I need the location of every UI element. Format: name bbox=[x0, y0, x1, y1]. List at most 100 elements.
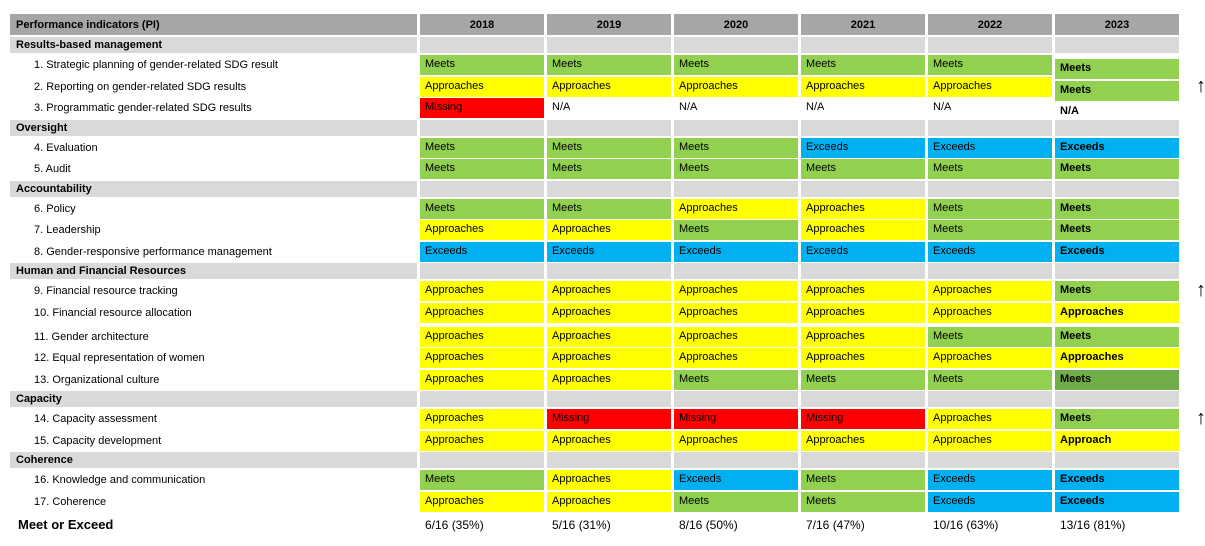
status-cell-2019: Exceeds bbox=[547, 241, 671, 262]
summary-row: Meet or Exceed 6/16 (35%) 5/16 (31%) 8/16 … bbox=[10, 514, 1179, 536]
section-title: Accountability bbox=[10, 180, 417, 197]
status-cell-2018: Approaches bbox=[420, 302, 544, 323]
status-cell-2020: Meets bbox=[674, 137, 798, 158]
summary-value: 8/16 (50%) bbox=[679, 517, 738, 532]
status-cell-2022: Meets bbox=[928, 220, 1052, 240]
status-cell-2022: Approaches bbox=[928, 281, 1052, 301]
section-row: Accountability bbox=[10, 180, 1179, 197]
status-cell-2019: Meets bbox=[547, 137, 671, 158]
indicator-row: 13. Organizational culture Approaches Appr… bbox=[10, 369, 1179, 390]
section-cell bbox=[1055, 391, 1179, 407]
status-cell-2018: Approaches bbox=[420, 220, 544, 240]
indicator-label: 10. Financial resource allocation bbox=[34, 306, 192, 319]
section-cell bbox=[547, 119, 671, 136]
section-row: Coherence bbox=[10, 452, 1179, 468]
status-cell-2021: N/A bbox=[801, 98, 925, 118]
status-cell-2023: Meets bbox=[1055, 220, 1179, 240]
status-cell-2019: Approaches bbox=[547, 369, 671, 390]
status-cell-2019: Approaches bbox=[547, 430, 671, 451]
status-cell-2023: Exceeds bbox=[1055, 470, 1179, 490]
status-cell-2023: Exceeds bbox=[1055, 241, 1179, 262]
indicator-label: 7. Leadership bbox=[34, 224, 101, 236]
section-row: Results-based management bbox=[10, 37, 1179, 53]
indicator-row: 8. Gender-responsive performance managem… bbox=[10, 241, 1179, 262]
status-cell-2020: Approaches bbox=[674, 76, 798, 97]
indicator-label: 6. Policy bbox=[34, 202, 76, 215]
indicator-label: 11. Gender architecture bbox=[34, 330, 149, 343]
up-arrow-icon: ↑ bbox=[1196, 279, 1205, 301]
status-cell-2021: Approaches bbox=[801, 302, 925, 323]
section-cell bbox=[928, 119, 1052, 136]
indicator-label: 1. Strategic planning of gender-related … bbox=[34, 59, 278, 71]
indicator-label: 8. Gender-responsive performance managem… bbox=[34, 245, 272, 258]
table-body: Results-based management 1. Strategic pla… bbox=[10, 37, 1205, 512]
indicator-row: 6. Policy Meets Meets Approaches Approaches M… bbox=[10, 198, 1179, 219]
status-cell-2018: Exceeds bbox=[420, 241, 544, 262]
indicator-row: 15. Capacity development Approaches Approa… bbox=[10, 430, 1179, 451]
indicator-row: 2. Reporting on gender-related SDG resul… bbox=[10, 76, 1205, 101]
status-cell-2022: Approaches bbox=[928, 302, 1052, 323]
year-header: 2019 bbox=[547, 14, 671, 35]
status-cell-2023: N/A bbox=[1055, 102, 1179, 122]
status-cell-2021: Approaches bbox=[801, 220, 925, 240]
status-cell-2023: Approaches bbox=[1055, 348, 1179, 368]
section-cell bbox=[928, 391, 1052, 407]
status-cell-2022: Approaches bbox=[928, 76, 1052, 97]
up-arrow-icon: ↑ bbox=[1196, 407, 1205, 429]
status-cell-2018: Approaches bbox=[420, 430, 544, 451]
indicator-row: 17. Coherence Approaches Approaches Meets Me… bbox=[10, 491, 1179, 512]
year-header: 2020 bbox=[674, 14, 798, 35]
status-cell-2020: Approaches bbox=[674, 198, 798, 219]
status-cell-2023: Meets bbox=[1055, 326, 1179, 347]
indicator-label: 2. Reporting on gender-related SDG resul… bbox=[34, 80, 247, 93]
section-cell bbox=[1055, 263, 1179, 279]
status-cell-2022: Meets bbox=[928, 159, 1052, 179]
indicator-label: 15. Capacity development bbox=[34, 434, 162, 447]
section-cell bbox=[420, 391, 544, 407]
status-cell-2018: Meets bbox=[420, 137, 544, 158]
section-cell bbox=[801, 37, 925, 53]
indicator-row: 11. Gender architecture Approaches Approac… bbox=[10, 326, 1179, 347]
section-title: Oversight bbox=[10, 119, 417, 136]
section-cell bbox=[674, 391, 798, 407]
status-cell-2023: Meets bbox=[1055, 80, 1179, 101]
status-cell-2021: Meets bbox=[801, 470, 925, 490]
indicator-row: 14. Capacity assessment Approaches Missing… bbox=[10, 408, 1205, 429]
status-cell-2023: Approach bbox=[1055, 430, 1179, 451]
status-cell-2018: Missing bbox=[420, 98, 544, 118]
status-cell-2022: Meets bbox=[928, 326, 1052, 347]
section-cell bbox=[547, 391, 671, 407]
status-cell-2020: Approaches bbox=[674, 281, 798, 301]
indicator-row: 1. Strategic planning of gender-related … bbox=[10, 55, 1179, 79]
status-cell-2021: Exceeds bbox=[801, 137, 925, 158]
status-cell-2018: Approaches bbox=[420, 491, 544, 512]
section-title: Human and Financial Resources bbox=[10, 263, 417, 279]
status-cell-2018: Meets bbox=[420, 198, 544, 219]
section-cell bbox=[547, 180, 671, 197]
status-cell-2018: Meets bbox=[420, 159, 544, 179]
section-cell bbox=[674, 180, 798, 197]
status-cell-2022: Approaches bbox=[928, 409, 1052, 429]
status-cell-2023: Approaches bbox=[1055, 302, 1179, 323]
status-cell-2020: Approaches bbox=[674, 302, 798, 323]
status-cell-2018: Approaches bbox=[420, 76, 544, 97]
indicator-row: 9. Financial resource tracking Approaches… bbox=[10, 280, 1205, 301]
status-cell-2020: Approaches bbox=[674, 430, 798, 451]
status-cell-2018: Approaches bbox=[420, 369, 544, 390]
section-cell bbox=[801, 119, 925, 136]
status-cell-2019: Approaches bbox=[547, 76, 671, 97]
section-cell bbox=[420, 180, 544, 197]
indicator-label: 13. Organizational culture bbox=[34, 373, 160, 386]
status-cell-2021: Meets bbox=[801, 491, 925, 512]
status-cell-2018: Meets bbox=[420, 470, 544, 490]
section-cell bbox=[674, 263, 798, 279]
section-row: Human and Financial Resources bbox=[10, 263, 1179, 279]
status-cell-2021: Approaches bbox=[801, 198, 925, 219]
status-cell-2022: Exceeds bbox=[928, 491, 1052, 512]
status-cell-2023: Meets bbox=[1055, 59, 1179, 79]
up-arrow-icon: ↑ bbox=[1196, 74, 1205, 97]
status-cell-2022: Exceeds bbox=[928, 241, 1052, 262]
section-cell bbox=[547, 37, 671, 53]
year-header: 2023 bbox=[1055, 14, 1179, 35]
indicator-label: 9. Financial resource tracking bbox=[34, 285, 178, 297]
